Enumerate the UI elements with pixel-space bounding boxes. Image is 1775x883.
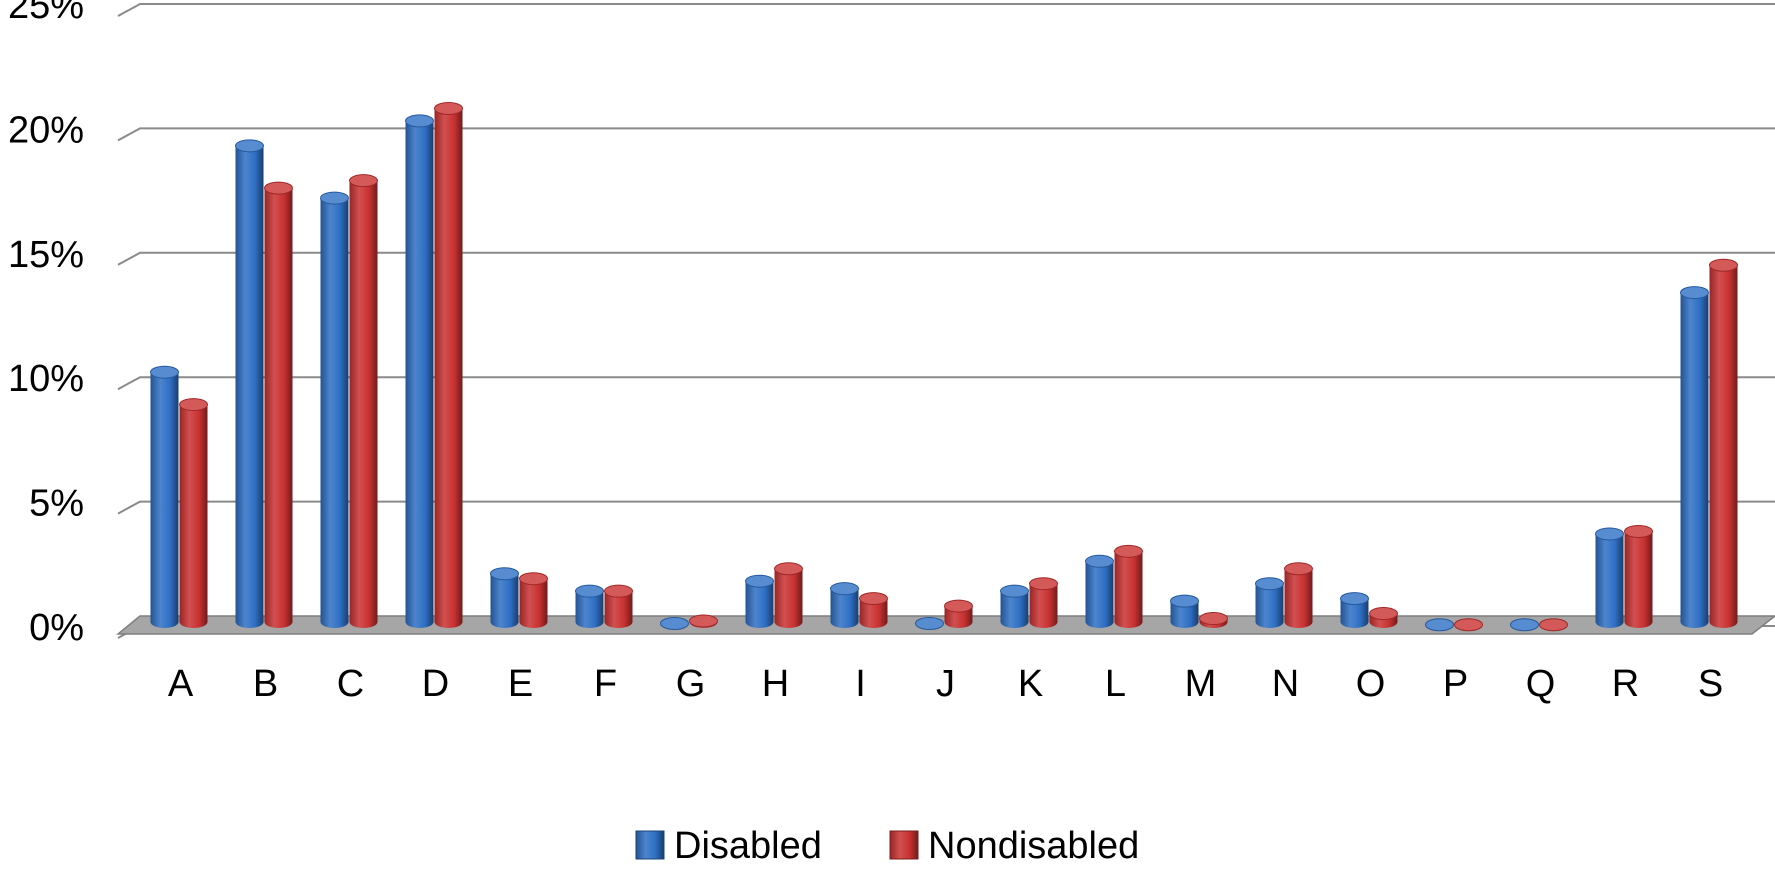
bar bbox=[1425, 618, 1454, 632]
x-tick-label: A bbox=[168, 663, 194, 705]
bar bbox=[1454, 618, 1483, 632]
bar bbox=[575, 584, 604, 628]
bar bbox=[1680, 286, 1709, 628]
y-axis-ticks: 0% 5% 10% 15% 20% 25% bbox=[8, 0, 84, 649]
legend-item: Nondisabled bbox=[889, 825, 1139, 867]
bar bbox=[405, 114, 434, 628]
x-tick-label: D bbox=[422, 663, 449, 705]
x-axis-ticks: A B C D E F G H I J K L M N O P Q R S bbox=[168, 663, 1723, 705]
bar bbox=[915, 617, 944, 631]
bar bbox=[1595, 527, 1624, 628]
x-tick-label: N bbox=[1272, 663, 1299, 705]
bar bbox=[349, 174, 378, 628]
x-tick-label: I bbox=[855, 663, 866, 705]
bar bbox=[1369, 607, 1398, 628]
bar bbox=[1170, 594, 1199, 628]
bar bbox=[1255, 577, 1284, 628]
legend: Disabled Nondisabled bbox=[635, 825, 1139, 867]
x-tick-label: C bbox=[337, 663, 364, 705]
gridline bbox=[117, 3, 1775, 17]
gridline bbox=[117, 127, 1775, 142]
x-tick-label: J bbox=[936, 663, 955, 705]
bar bbox=[604, 584, 633, 628]
x-tick-label: L bbox=[1105, 663, 1126, 705]
legend-label: Nondisabled bbox=[928, 825, 1139, 867]
bar bbox=[264, 181, 293, 628]
x-tick-label: S bbox=[1698, 663, 1723, 705]
bar bbox=[830, 582, 859, 628]
bar bbox=[1029, 577, 1058, 628]
bar bbox=[944, 599, 973, 628]
x-tick-label: K bbox=[1018, 663, 1043, 705]
bar bbox=[1340, 592, 1369, 628]
bar bbox=[689, 614, 718, 628]
bar bbox=[490, 567, 519, 628]
bar bbox=[320, 191, 349, 628]
legend-item: Disabled bbox=[635, 825, 822, 867]
x-tick-label: F bbox=[594, 663, 617, 705]
y-tick-label: 0% bbox=[29, 607, 84, 649]
bar bbox=[235, 139, 264, 629]
x-tick-label: R bbox=[1612, 663, 1639, 705]
bar bbox=[774, 562, 803, 628]
bar-layer bbox=[150, 101, 1738, 632]
bar bbox=[1000, 584, 1029, 628]
x-tick-label: E bbox=[508, 663, 533, 705]
x-tick-label: H bbox=[762, 663, 789, 705]
legend-swatch bbox=[635, 830, 665, 860]
bar bbox=[660, 617, 689, 631]
bar bbox=[519, 572, 548, 628]
bar bbox=[179, 398, 208, 628]
x-tick-label: B bbox=[253, 663, 278, 705]
legend-label: Disabled bbox=[674, 825, 822, 867]
bar bbox=[1539, 618, 1568, 632]
x-tick-label: Q bbox=[1526, 663, 1556, 705]
y-tick-label: 10% bbox=[8, 358, 84, 400]
x-tick-label: O bbox=[1356, 663, 1386, 705]
bar bbox=[1624, 524, 1653, 628]
y-tick-label: 20% bbox=[8, 109, 84, 151]
x-tick-label: P bbox=[1443, 663, 1468, 705]
gridline bbox=[117, 500, 1775, 515]
bar bbox=[150, 365, 179, 628]
gridline bbox=[117, 376, 1775, 391]
bar bbox=[859, 592, 888, 628]
y-tick-label: 15% bbox=[8, 234, 84, 276]
x-tick-label: M bbox=[1185, 663, 1217, 705]
bar bbox=[1284, 562, 1313, 628]
bar bbox=[745, 574, 774, 628]
bar bbox=[1114, 544, 1143, 628]
bar bbox=[1085, 554, 1114, 628]
bar bbox=[1199, 612, 1228, 628]
x-tick-label: G bbox=[676, 663, 706, 705]
legend-swatch bbox=[889, 830, 919, 860]
bar bbox=[1709, 258, 1738, 628]
bar bbox=[1510, 618, 1539, 632]
y-tick-label: 25% bbox=[8, 0, 84, 27]
gridline bbox=[117, 251, 1775, 266]
bar bbox=[434, 101, 463, 629]
y-tick-label: 5% bbox=[29, 483, 84, 525]
